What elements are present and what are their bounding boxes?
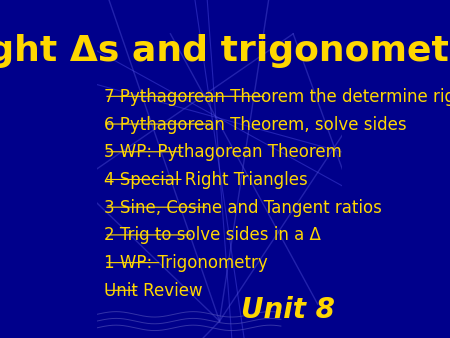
Text: 7 Pythagorean Theorem the determine right triangles: 7 Pythagorean Theorem the determine righ… [104, 88, 450, 106]
Text: Right Δs and trigonometry: Right Δs and trigonometry [0, 34, 450, 68]
Text: 1 WP: Trigonometry: 1 WP: Trigonometry [104, 254, 268, 272]
Text: 2 Trig to solve sides in a Δ: 2 Trig to solve sides in a Δ [104, 226, 321, 244]
Text: 4 Special Right Triangles: 4 Special Right Triangles [104, 171, 308, 189]
Text: Unit 8: Unit 8 [241, 296, 335, 324]
Text: 5 WP: Pythagorean Theorem: 5 WP: Pythagorean Theorem [104, 143, 342, 161]
Text: 6 Pythagorean Theorem, solve sides: 6 Pythagorean Theorem, solve sides [104, 116, 407, 134]
Text: Unit Review: Unit Review [104, 282, 203, 300]
Text: 3 Sine, Cosine and Tangent ratios: 3 Sine, Cosine and Tangent ratios [104, 199, 382, 217]
